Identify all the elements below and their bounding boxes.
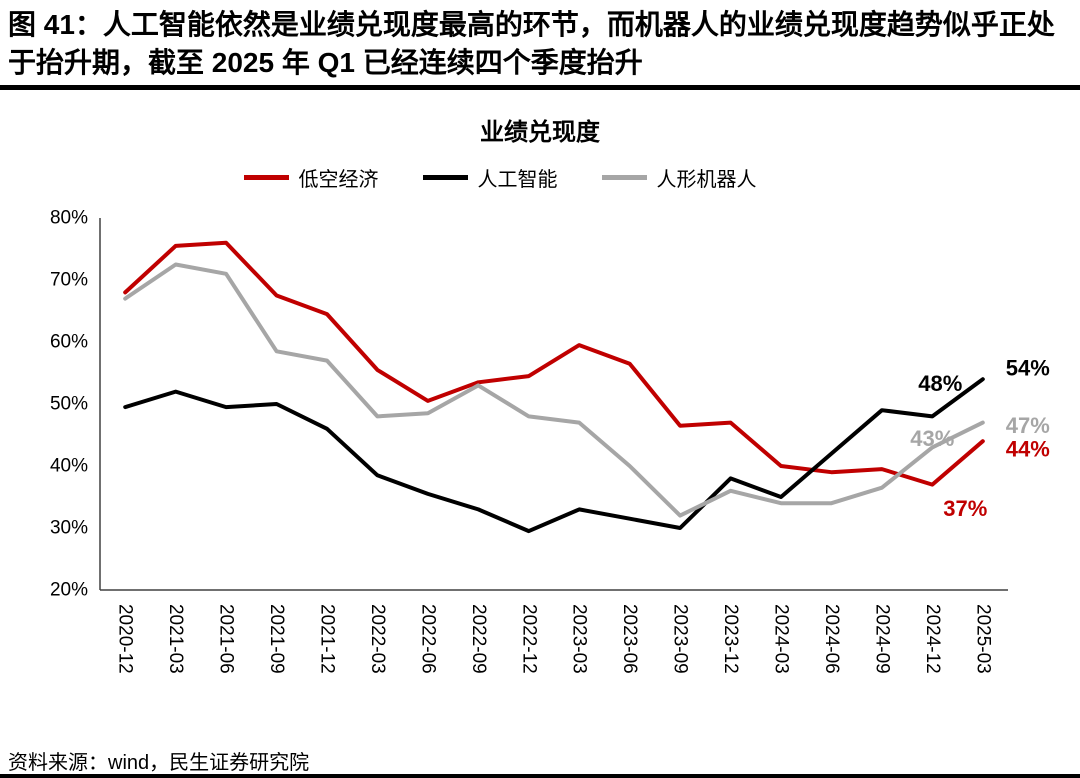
x-axis-tick-label: 2022-09 xyxy=(468,604,489,674)
legend: 低空经济 人工智能 人形机器人 xyxy=(0,163,1080,192)
legend-swatch-red-line xyxy=(243,175,289,180)
y-axis-tick-label: 30% xyxy=(50,518,88,539)
y-axis-tick-label: 60% xyxy=(50,332,88,353)
x-axis-tick-label: 2021-09 xyxy=(266,604,287,674)
header-rule xyxy=(0,85,1080,90)
series-line-人形机器人 xyxy=(123,262,985,518)
x-axis-tick-label: 2022-06 xyxy=(417,604,438,674)
data-label: 54% xyxy=(1006,356,1050,381)
x-axis-tick-label: 2022-03 xyxy=(367,604,388,674)
x-axis-tick-label: 2024-06 xyxy=(821,604,842,674)
x-axis-tick-label: 2023-06 xyxy=(619,604,640,674)
legend-label: 人工智能 xyxy=(477,169,558,191)
legend-item-artificial-intelligence: 人工智能 xyxy=(422,163,558,192)
legend-swatch-black-line xyxy=(422,175,468,180)
x-axis-tick-label: 2023-09 xyxy=(670,604,691,674)
y-axis-tick-label: 20% xyxy=(50,580,88,601)
legend-swatch-gray-line xyxy=(601,175,647,180)
x-axis-tick-label: 2020-12 xyxy=(115,604,136,674)
legend-label: 人形机器人 xyxy=(656,169,757,191)
y-axis-tick-label: 70% xyxy=(50,270,88,291)
chart-title: 业绩兑现度 xyxy=(480,119,600,146)
x-axis-tick-label: 2021-06 xyxy=(216,604,237,674)
x-axis-tick-label: 2024-09 xyxy=(871,604,892,674)
data-label: 37% xyxy=(943,496,987,521)
bottom-rule xyxy=(0,774,1080,778)
x-axis-tick-label: 2023-03 xyxy=(569,604,590,674)
source-note: 资料来源：wind，民生证券研究院 xyxy=(8,752,310,774)
y-axis-tick-label: 80% xyxy=(50,208,88,229)
y-axis-tick-label: 50% xyxy=(50,394,88,415)
x-axis-tick-label: 2023-12 xyxy=(720,604,741,674)
y-axis-tick-label: 40% xyxy=(50,456,88,477)
data-label: 44% xyxy=(1006,437,1050,462)
legend-item-humanoid-robot: 人形机器人 xyxy=(601,163,757,192)
legend-item-low-altitude-economy: 低空经济 xyxy=(243,163,379,192)
data-label: 48% xyxy=(918,371,962,396)
performance-chart: 20% 30% 40% 50% 60% 70% 80% 2020-12 2021-03 2021-… xyxy=(50,208,1050,674)
x-axis-tick-label: 2022-12 xyxy=(518,604,539,674)
legend-label: 低空经济 xyxy=(298,169,379,191)
x-axis-tick-label: 2024-12 xyxy=(922,604,943,674)
x-axis-tick-label: 2021-12 xyxy=(317,604,338,674)
series-line-低空经济 xyxy=(123,240,985,487)
x-axis-tick-label: 2025-03 xyxy=(972,604,993,674)
data-label: 47% xyxy=(1006,413,1050,438)
x-axis-tick-label: 2024-03 xyxy=(771,604,792,674)
series-line-人工智能 xyxy=(123,377,985,534)
x-axis-tick-label: 2021-03 xyxy=(165,604,186,674)
figure-title: 图 41：人工智能依然是业绩兑现度最高的环节，而机器人的业绩兑现度趋势似乎正处于… xyxy=(8,9,1055,79)
data-label: 43% xyxy=(910,426,954,451)
